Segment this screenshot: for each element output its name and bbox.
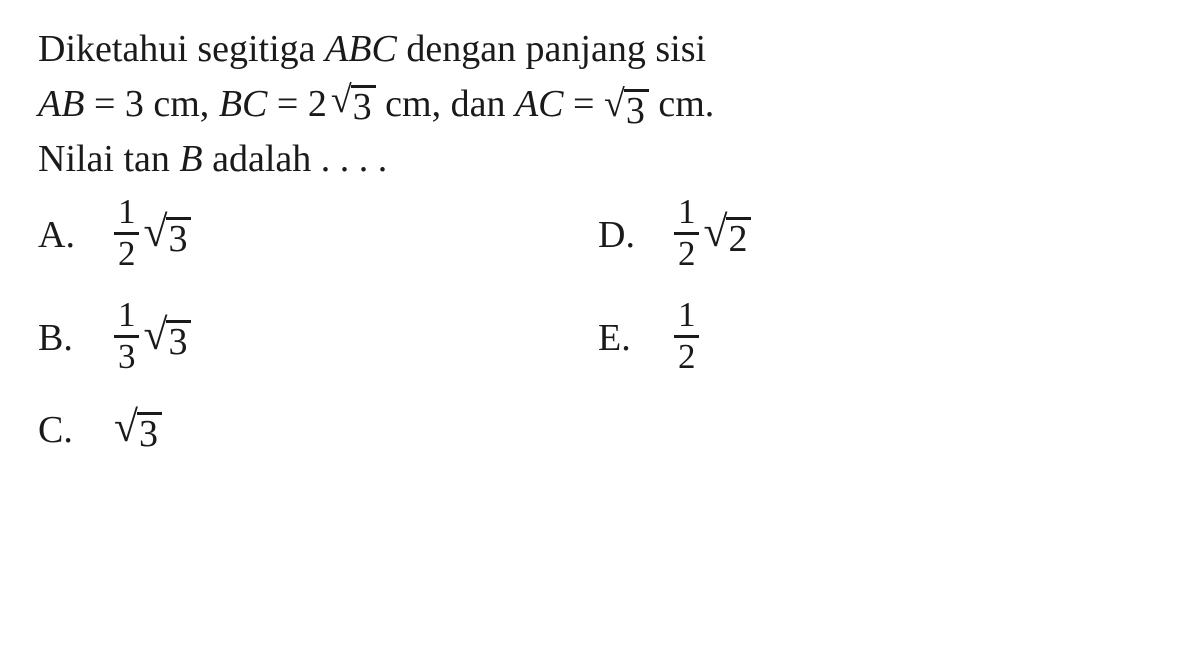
fraction: 1 2 — [674, 195, 699, 272]
option-letter: C. — [38, 403, 86, 458]
radicand: 3 — [166, 217, 191, 260]
option-letter: E. — [598, 311, 646, 366]
option-expression: 1 2 √2 — [674, 197, 751, 274]
var-ab: AB — [38, 83, 84, 125]
bc-coeff: 2 — [308, 77, 327, 132]
empty-cell — [598, 403, 1158, 458]
numerator: 1 — [114, 298, 139, 333]
options-grid: A. 1 2 √3 D. 1 2 √2 B. — [38, 197, 1158, 458]
triangle-name: ABC — [325, 28, 397, 70]
denominator: 2 — [674, 340, 699, 375]
sqrt-icon: √2 — [703, 211, 751, 260]
numerator: 1 — [674, 195, 699, 230]
equals: = — [84, 83, 124, 125]
sqrt-icon: √3 — [143, 211, 191, 260]
option-letter: B. — [38, 311, 86, 366]
stem-text: dengan panjang sisi — [397, 28, 706, 70]
option-d[interactable]: D. 1 2 √2 — [598, 197, 1158, 274]
sqrt-icon: √3 — [143, 314, 191, 363]
sqrt-icon: √3 — [331, 81, 376, 128]
radicand: 3 — [137, 412, 162, 455]
ab-value: 3 — [125, 83, 144, 125]
sqrt-icon: √3 — [604, 85, 649, 132]
stem-text: adalah . . . . — [203, 138, 388, 180]
option-letter: A. — [38, 208, 86, 263]
bc-radicand: 3 — [351, 85, 376, 128]
fraction: 1 3 — [114, 298, 139, 375]
sqrt-icon: √3 — [114, 406, 162, 455]
option-e[interactable]: E. 1 2 — [598, 300, 1158, 377]
option-expression: 1 2 — [674, 300, 699, 377]
angle-name: B — [179, 138, 202, 180]
fraction: 1 2 — [114, 195, 139, 272]
var-bc: BC — [219, 83, 268, 125]
option-expression: √3 — [114, 406, 162, 455]
option-letter: D. — [598, 208, 646, 263]
unit: cm. — [649, 83, 714, 125]
unit: cm, dan — [376, 83, 515, 125]
option-expression: 1 3 √3 — [114, 300, 191, 377]
question-stem: Diketahui segitiga ABC dengan panjang si… — [38, 22, 1158, 187]
denominator: 2 — [114, 237, 139, 272]
ac-radicand: 3 — [624, 89, 649, 132]
question-page: Diketahui segitiga ABC dengan panjang si… — [0, 0, 1196, 480]
radicand: 2 — [726, 217, 751, 260]
option-c[interactable]: C. √3 — [38, 403, 598, 458]
unit: cm, — [144, 83, 219, 125]
option-expression: 1 2 √3 — [114, 197, 191, 274]
denominator: 2 — [674, 237, 699, 272]
stem-text: Nilai tan — [38, 138, 179, 180]
fraction: 1 2 — [674, 298, 699, 375]
option-b[interactable]: B. 1 3 √3 — [38, 300, 598, 377]
denominator: 3 — [114, 340, 139, 375]
stem-text: Diketahui segitiga — [38, 28, 325, 70]
option-a[interactable]: A. 1 2 √3 — [38, 197, 598, 274]
equals: = — [267, 83, 307, 125]
numerator: 1 — [114, 195, 139, 230]
bc-value: 2√3 — [308, 77, 376, 132]
equals: = — [564, 83, 604, 125]
radicand: 3 — [166, 320, 191, 363]
var-ac: AC — [515, 83, 564, 125]
numerator: 1 — [674, 298, 699, 333]
